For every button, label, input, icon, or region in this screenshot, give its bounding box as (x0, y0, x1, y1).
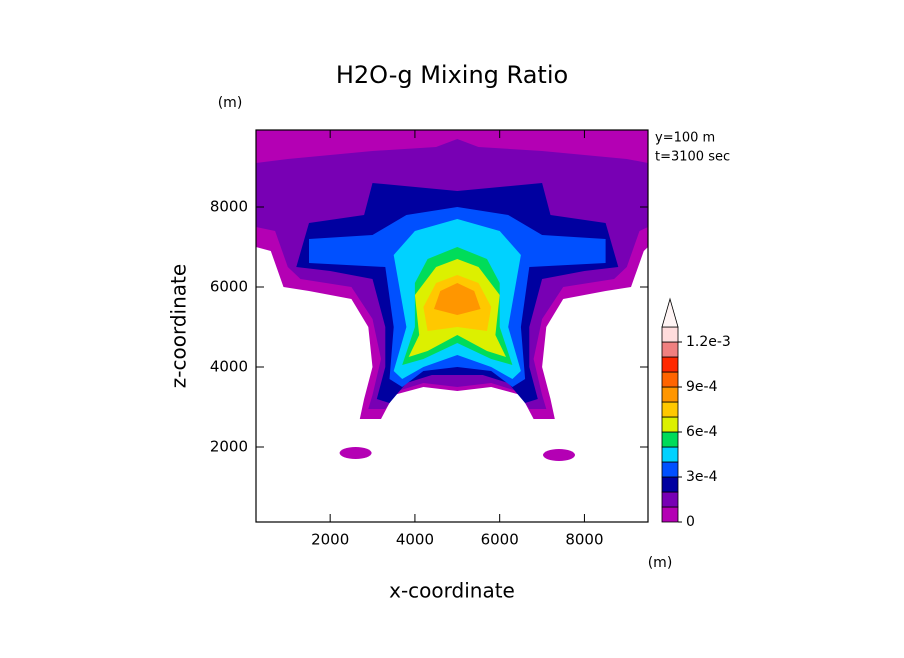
colorbar-tick-label: 0 (686, 514, 695, 530)
colorbar-tick-label: 3e-4 (686, 469, 718, 485)
colorbar-box (661, 446, 679, 463)
annotation: t=3100 sec (655, 150, 730, 165)
y-tick-label: 8000 (210, 198, 248, 216)
colorbar-box (661, 506, 679, 523)
colorbar-box (661, 371, 679, 388)
colorbar-box (661, 341, 679, 358)
colorbar-box (661, 326, 679, 343)
colorbar-extend (661, 297, 679, 328)
y-tick-label: 4000 (210, 358, 248, 376)
x-tick-label: 8000 (565, 531, 603, 549)
y-tick-label: 6000 (210, 278, 248, 296)
colorbar-box (661, 386, 679, 403)
annotation: y=100 m (655, 131, 715, 146)
x-tick-label: 2000 (311, 531, 349, 549)
x-tick-label: 4000 (396, 531, 434, 549)
colorbar-box (661, 416, 679, 433)
y-axis-label: z-coordinate (167, 264, 191, 388)
y-unit: (m) (218, 95, 243, 111)
colorbar-box (661, 431, 679, 448)
plot-frame (255, 129, 649, 523)
contour-region (543, 449, 576, 461)
colorbar-tick-label: 6e-4 (686, 424, 718, 440)
colorbar-tick-label: 9e-4 (686, 379, 718, 395)
contour-region (339, 447, 372, 459)
colorbar-box (661, 491, 679, 508)
colorbar-tick-label: 1.2e-3 (686, 334, 731, 350)
x-tick-label: 6000 (481, 531, 519, 549)
colorbar-box (661, 356, 679, 373)
contour-field (256, 130, 648, 461)
colorbar-box (661, 401, 679, 418)
y-tick-label: 2000 (210, 438, 248, 456)
x-unit: (m) (648, 555, 673, 571)
x-axis-label: x-coordinate (389, 579, 515, 603)
contour-region (434, 283, 481, 315)
chart-title: H2O-g Mixing Ratio (336, 61, 568, 89)
colorbar-box (661, 476, 679, 493)
colorbar-box (661, 461, 679, 478)
